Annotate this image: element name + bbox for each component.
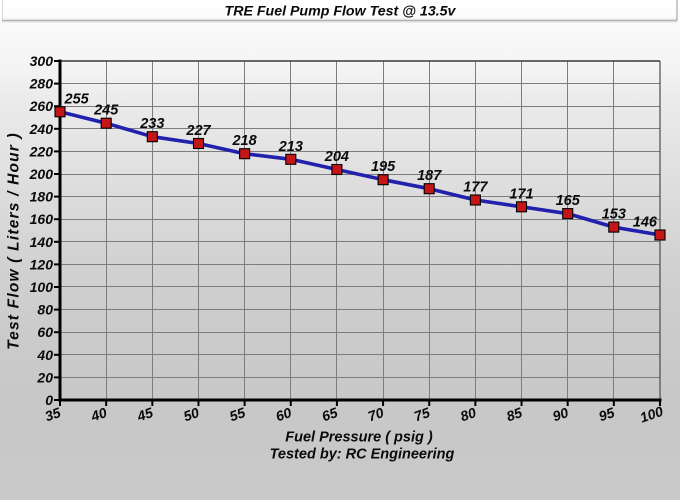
svg-text:60: 60: [274, 404, 294, 424]
svg-text:220: 220: [29, 143, 54, 159]
svg-text:140: 140: [30, 234, 54, 250]
svg-text:280: 280: [29, 76, 54, 92]
svg-text:300: 300: [30, 53, 54, 69]
svg-text:260: 260: [29, 98, 54, 114]
svg-text:Test Flow ( Liters / Hour ): Test Flow ( Liters / Hour ): [6, 132, 23, 350]
svg-text:90: 90: [550, 404, 570, 424]
svg-text:55: 55: [227, 404, 247, 424]
svg-text:80: 80: [458, 404, 478, 424]
svg-text:233: 233: [139, 116, 164, 132]
svg-text:213: 213: [278, 139, 303, 155]
svg-text:TRE Fuel Pump Flow Test @ 13.5: TRE Fuel Pump Flow Test @ 13.5v: [225, 4, 457, 20]
svg-text:245: 245: [93, 103, 119, 119]
svg-text:177: 177: [463, 180, 488, 196]
svg-text:100: 100: [638, 403, 665, 426]
svg-text:35: 35: [43, 404, 63, 424]
svg-text:180: 180: [30, 189, 54, 205]
svg-text:20: 20: [36, 369, 53, 385]
svg-text:Fuel Pressure ( psig ): Fuel Pressure ( psig ): [285, 430, 433, 446]
svg-text:200: 200: [29, 166, 54, 182]
svg-text:187: 187: [417, 168, 442, 184]
svg-text:40: 40: [36, 347, 53, 363]
svg-text:70: 70: [366, 404, 386, 424]
svg-text:75: 75: [412, 404, 432, 424]
svg-text:240: 240: [29, 121, 54, 137]
svg-text:80: 80: [37, 302, 53, 318]
svg-text:95: 95: [597, 404, 617, 424]
svg-text:160: 160: [30, 211, 54, 227]
svg-text:153: 153: [602, 207, 626, 223]
svg-text:0: 0: [45, 392, 53, 408]
svg-text:255: 255: [64, 91, 90, 107]
svg-text:204: 204: [324, 149, 349, 165]
svg-text:60: 60: [37, 324, 53, 340]
svg-text:65: 65: [320, 404, 340, 424]
svg-text:40: 40: [88, 404, 109, 425]
svg-text:50: 50: [181, 404, 201, 424]
svg-text:Tested by: RC Engineering: Tested by: RC Engineering: [270, 447, 455, 463]
svg-text:165: 165: [556, 193, 581, 209]
svg-text:146: 146: [633, 215, 658, 231]
svg-text:171: 171: [509, 186, 533, 202]
svg-text:218: 218: [231, 133, 257, 149]
svg-text:195: 195: [371, 159, 396, 175]
svg-text:45: 45: [134, 404, 155, 425]
svg-text:227: 227: [185, 123, 211, 139]
svg-text:100: 100: [30, 279, 54, 295]
svg-text:120: 120: [30, 256, 54, 272]
svg-text:85: 85: [504, 404, 524, 424]
